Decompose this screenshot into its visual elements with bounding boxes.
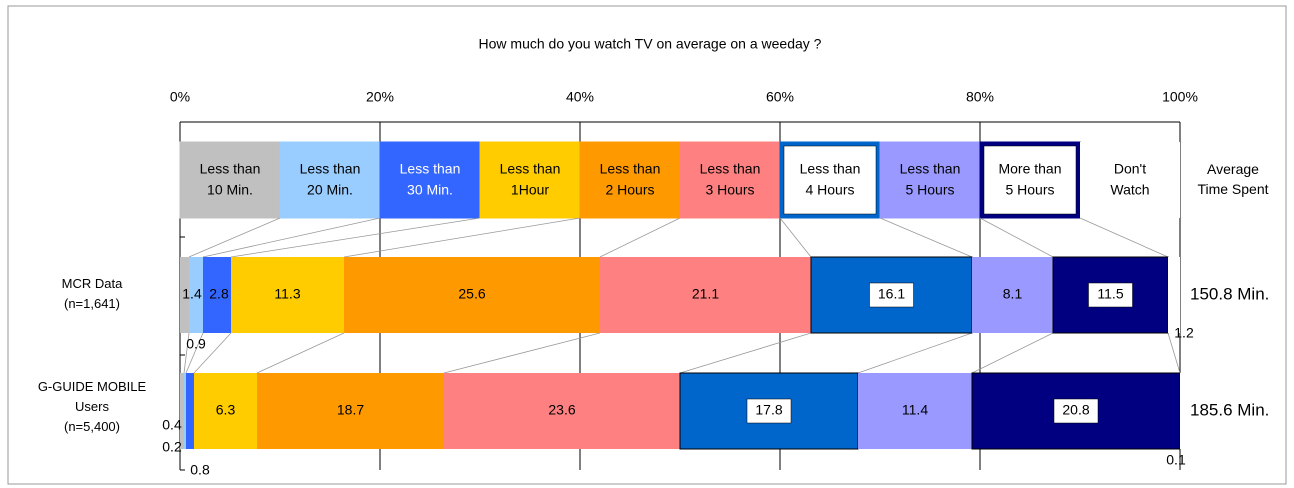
connector <box>183 332 190 374</box>
connector <box>1079 217 1169 258</box>
category-label: G-GUIDE MOBILE Users (n=5,400) <box>38 379 147 434</box>
bar-segment <box>203 257 231 333</box>
legend-label: Less than 5 Hours <box>900 160 961 197</box>
connector <box>443 332 601 374</box>
legend-inner-box <box>983 145 1077 215</box>
data-label: 0.1 <box>1166 452 1186 468</box>
legend-label: Less than 1Hour <box>500 160 561 197</box>
data-label-box <box>1088 282 1133 308</box>
legend-swatch <box>379 141 481 219</box>
legend-label: Less than 4 Hours <box>800 160 861 197</box>
data-label: 25.6 <box>458 286 485 302</box>
bar-segment <box>1180 373 1181 449</box>
bar-segment <box>1168 257 1180 333</box>
data-label-box <box>869 282 914 308</box>
data-label: 18.7 <box>337 402 364 418</box>
average-value: 150.8 Min. <box>1190 284 1269 303</box>
legend-swatch <box>679 141 781 219</box>
data-label: 20.8 <box>1062 402 1089 418</box>
data-label: 11.5 <box>1097 286 1123 302</box>
data-label: 6.3 <box>216 402 236 418</box>
bar-segment <box>444 373 680 449</box>
legend-label: Less than 10 Min. <box>200 160 261 197</box>
bar-segment <box>231 257 344 333</box>
connector <box>857 332 973 374</box>
average-value: 185.6 Min. <box>1190 400 1269 419</box>
data-label: 11.3 <box>274 286 300 302</box>
connector <box>256 332 345 374</box>
connector <box>679 332 812 374</box>
connector <box>188 217 281 258</box>
legend-label: Less than 2 Hours <box>600 160 661 197</box>
legend-swatch <box>579 141 681 219</box>
data-label-box <box>746 398 792 424</box>
x-tick-label: 20% <box>366 89 394 105</box>
legend-label: More than 5 Hours <box>998 160 1061 197</box>
chart-title: How much do you watch TV on average on a… <box>479 36 822 52</box>
data-label: 11.4 <box>902 402 928 418</box>
legend-swatch <box>1080 142 1180 218</box>
connector <box>343 217 581 258</box>
data-label: 0.4 <box>162 417 182 433</box>
category-label: MCR Data (n=1,641) <box>62 276 123 311</box>
x-tick-label: 100% <box>1162 89 1198 105</box>
connector <box>1167 332 1181 374</box>
legend-label: Less than 3 Hours <box>700 160 761 197</box>
connector <box>979 217 1054 258</box>
connector <box>599 217 681 258</box>
data-label: 23.6 <box>548 402 575 418</box>
x-tick-label: 60% <box>766 89 794 105</box>
legend-swatch <box>879 141 981 219</box>
connector <box>879 217 973 258</box>
x-tick-label: 0% <box>170 89 190 105</box>
data-label: 0.8 <box>190 462 210 478</box>
bar-segment <box>344 257 600 333</box>
legend-inner-box <box>783 145 877 215</box>
connector <box>230 217 481 258</box>
average-title: Average Time Spent <box>1197 161 1268 197</box>
bar-segment <box>194 373 257 449</box>
connector <box>202 217 381 258</box>
bar-segment <box>189 257 203 333</box>
bar-segment <box>186 373 194 449</box>
bar-segment <box>600 257 811 333</box>
data-label: 16.1 <box>878 286 905 302</box>
bar-segment <box>972 257 1053 333</box>
x-tick-label: 40% <box>566 89 594 105</box>
data-label-box <box>1053 398 1099 424</box>
data-label: 1.2 <box>1174 325 1194 341</box>
x-tick-label: 80% <box>966 89 994 105</box>
bar-segment <box>858 373 972 449</box>
connector <box>971 332 1054 374</box>
data-label: 17.8 <box>755 402 782 418</box>
data-label: 2.8 <box>209 286 229 302</box>
data-label: 0.9 <box>186 336 206 352</box>
legend-label: Less than 20 Min. <box>300 160 361 197</box>
legend-label: Less than 30 Min. <box>400 160 461 197</box>
bar-segment <box>180 373 184 449</box>
data-label: 1.4 <box>182 286 202 302</box>
bar-segment <box>257 373 444 449</box>
legend-label: Don't Watch <box>1110 160 1149 197</box>
bar-segment <box>180 257 189 333</box>
data-label: 0.2 <box>162 439 182 455</box>
bar-segment <box>184 373 186 449</box>
connector <box>185 332 204 374</box>
legend-swatch <box>479 141 581 219</box>
connector <box>779 217 812 258</box>
data-label: 8.1 <box>1003 286 1023 302</box>
legend-swatch <box>179 141 281 219</box>
legend-swatch <box>279 141 381 219</box>
data-label: 21.1 <box>692 286 719 302</box>
connector <box>193 332 232 374</box>
